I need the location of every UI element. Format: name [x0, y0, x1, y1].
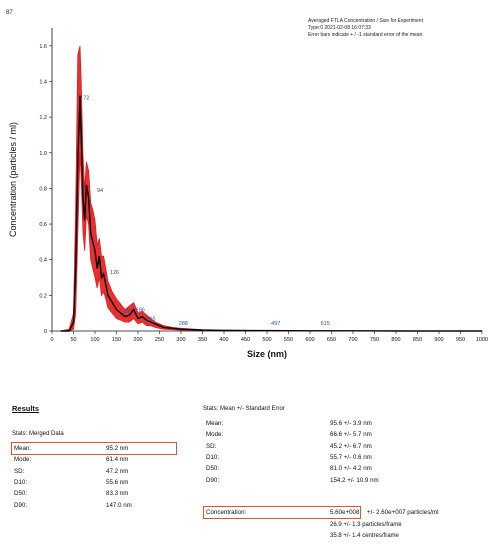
peak-label: 497: [271, 321, 280, 327]
peak-label: 186: [136, 307, 145, 313]
concentration-highlight-box: [203, 506, 361, 519]
results-row-value: 47.2 nm: [106, 467, 129, 475]
stats-row-value: 45.2 +/- 6.7 nm: [330, 442, 372, 450]
stats-row-label: D10:: [206, 453, 220, 461]
results-row-label: D50:: [14, 490, 28, 498]
stats-row-label: SD:: [206, 442, 217, 450]
y-tick-label: 0.6: [39, 222, 47, 228]
x-tick-label: 250: [155, 337, 164, 343]
peak-label: 288: [179, 321, 188, 327]
stats-row: SD: 45.2 +/- 6.7 nm: [206, 441, 496, 452]
peak-label: 163: [123, 309, 132, 315]
results-row-label: Mean:: [14, 445, 32, 452]
stats-row: D10: 55.7 +/- 0.6 nm: [206, 452, 496, 463]
y-tick-label: 0: [44, 329, 47, 335]
x-tick-label: 850: [413, 337, 422, 343]
results-row: Mean: 95.2 nm: [14, 443, 184, 454]
results-row-value: 55.6 nm: [106, 478, 129, 486]
centres-per-frame: 35.8 +/- 1.4 centres/frame: [330, 533, 399, 539]
x-tick-label: 600: [305, 337, 314, 343]
y-tick-label: 1.4: [39, 79, 47, 85]
results-row-label: D10:: [14, 478, 28, 486]
x-tick-label: 0: [50, 337, 53, 343]
x-tick-label: 50: [70, 337, 76, 343]
results-row: Mode: 61.4 nm: [14, 454, 184, 465]
stats-row-value: 66.6 +/- 5.7 nm: [330, 431, 372, 439]
mean-highlight-box: [11, 442, 177, 455]
mean-line: [60, 95, 482, 332]
results-row: D50: 83.3 nm: [14, 488, 184, 499]
peak-label: 615: [321, 321, 330, 327]
stats-row: D90: 154.2 +/- 10.9 nm: [206, 475, 496, 486]
results-title: Results: [12, 404, 40, 413]
x-tick-label: 1000: [476, 337, 488, 343]
x-tick-label: 900: [434, 337, 443, 343]
results-row: SD: 47.2 nm: [14, 466, 184, 477]
particles-per-frame: 26.9 +/- 1.3 particles/frame: [330, 522, 402, 528]
stats-title: Stats: Mean +/- Standard Error: [203, 406, 285, 412]
stats-row: D50: 81.0 +/- 4.2 nm: [206, 463, 496, 474]
results-row-label: Mode:: [14, 456, 32, 464]
chart-area: 87 0 50 100 150 200 250 300 350 400 450 500 550 600 65…: [6, 10, 488, 359]
stats-row: Mean: 95.6 +/- 3.9 nm: [206, 418, 496, 429]
chart-note-3: Error bars indicate + / -1 standard erro…: [308, 32, 423, 38]
chart-note-1: Averaged FTLA Concentration / Size for E…: [308, 18, 423, 24]
stats-row-label: Mean:: [206, 420, 224, 427]
x-tick-label: 350: [198, 337, 207, 343]
x-tick-label: 450: [241, 337, 250, 343]
concentration-label: Concentration:: [206, 509, 247, 516]
y-tick-label: 0.2: [39, 293, 47, 299]
results-row: D90: 147.0 nm: [14, 500, 184, 511]
stats-row-value: 154.2 +/- 10.9 nm: [330, 476, 379, 484]
results-row-value: 61.4 nm: [106, 456, 129, 464]
x-tick-label: 500: [262, 337, 271, 343]
concentration-value: 5.60e+008: [330, 509, 360, 516]
error-band: [60, 45, 482, 332]
stats-row-value: 55.7 +/- 0.6 nm: [330, 453, 372, 461]
peak-label: 215: [146, 316, 155, 322]
stats-row-label: D50:: [206, 465, 220, 473]
stats-row-label: D90:: [206, 476, 220, 484]
peak-label: 72: [83, 95, 89, 101]
results-row-value: 95.2 nm: [106, 445, 129, 452]
results-subtitle: Stats: Merged Data: [12, 431, 64, 437]
concentration-row: Concentration: 5.60e+008 +/- 2.60e+007 p…: [206, 507, 496, 518]
x-tick-label: 100: [90, 337, 99, 343]
panel-label: 87: [6, 10, 13, 16]
y-tick-label: 1.6: [39, 44, 47, 50]
results-row-label: SD:: [14, 467, 25, 475]
y-tick-label: 0.8: [39, 186, 47, 192]
peak-label: 94: [97, 188, 103, 194]
x-tick-label: 700: [348, 337, 357, 343]
x-tick-label: 150: [112, 337, 121, 343]
y-axis-label: Concentration (particles / ml): [8, 122, 18, 237]
x-axis-label: Size (nm): [247, 349, 287, 359]
stats-row: Mode: 66.6 +/- 5.7 nm: [206, 429, 496, 440]
x-tick-label: 400: [219, 337, 228, 343]
x-tick-label: 650: [327, 337, 336, 343]
concentration-error: +/- 2.60e+007 particles/ml: [367, 509, 439, 516]
x-tick-label: 550: [284, 337, 293, 343]
results-row-value: 147.0 nm: [106, 501, 132, 509]
results-row: D10: 55.6 nm: [14, 477, 184, 488]
y-tick-label: 1.0: [39, 151, 47, 157]
results-row-value: 83.3 nm: [106, 490, 129, 498]
chart-note-2: Type:0 2021-02-08 16:07:33: [308, 25, 371, 31]
x-tick-label: 300: [176, 337, 185, 343]
x-tick-label: 800: [391, 337, 400, 343]
stats-row-value: 95.6 +/- 3.9 nm: [330, 420, 372, 427]
x-tick-label: 950: [456, 337, 465, 343]
peak-label: 126: [110, 270, 119, 276]
x-tick-label: 200: [133, 337, 142, 343]
y-tick-label: 1.2: [39, 115, 47, 121]
x-tick-label: 750: [370, 337, 379, 343]
size-distribution-chart: 87 0 50 100 150 200 250 300 350 400 450 500 550 600 65…: [6, 10, 488, 359]
results-row-label: D90:: [14, 501, 28, 509]
stats-row-label: Mode:: [206, 431, 224, 439]
stats-row-value: 81.0 +/- 4.2 nm: [330, 465, 372, 473]
y-tick-label: 0.4: [39, 258, 47, 264]
